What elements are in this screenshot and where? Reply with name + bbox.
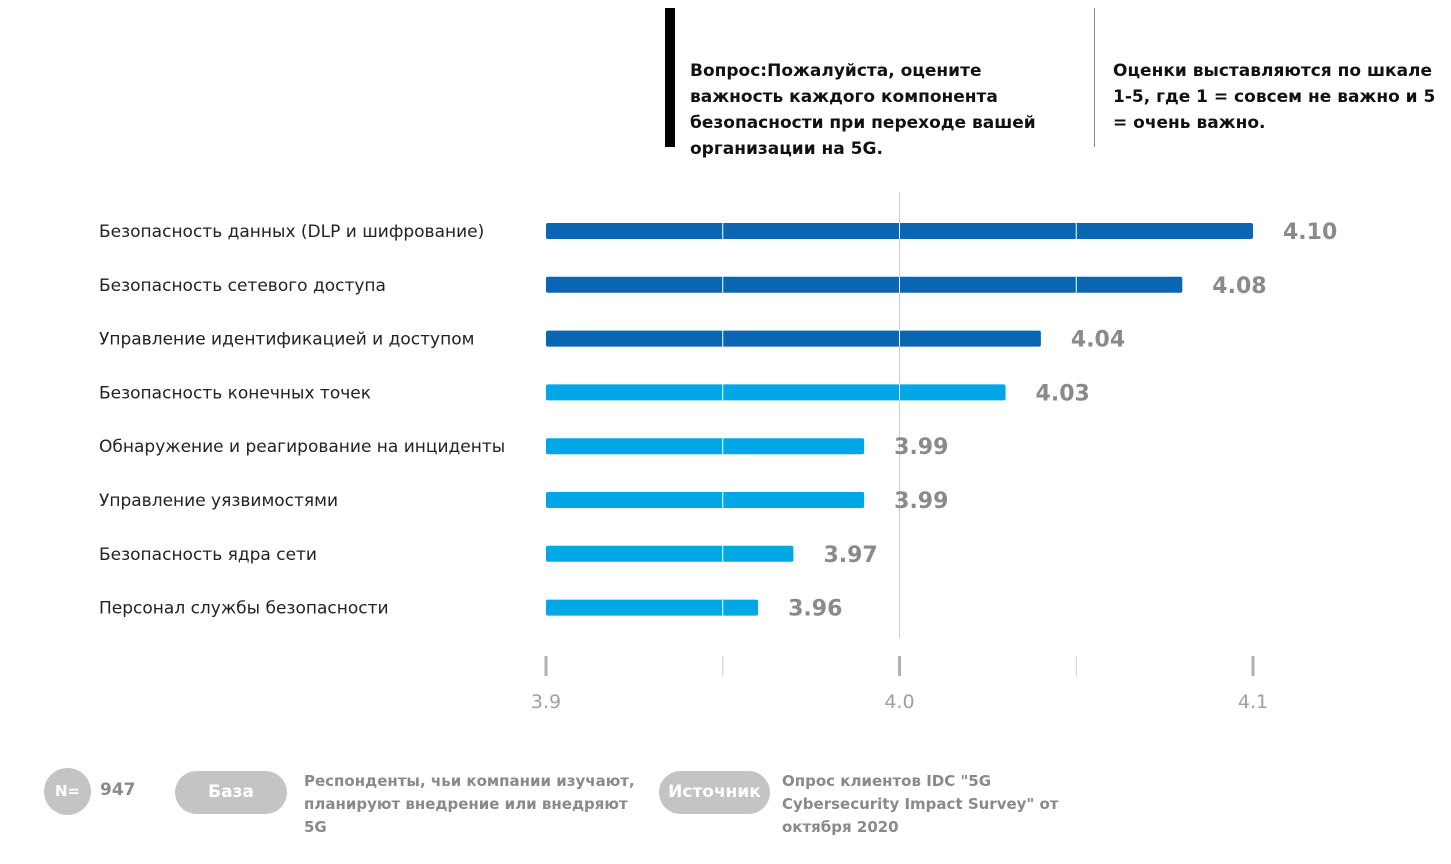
n-badge: N= bbox=[44, 768, 91, 815]
category-label: Персонал службы безопасности bbox=[99, 599, 389, 619]
category-label: Безопасность конечных точек bbox=[99, 383, 371, 403]
base-text: Респонденты, чьи компании изучают, плани… bbox=[304, 772, 635, 836]
value-label: 4.10 bbox=[1283, 220, 1337, 245]
category-label: Безопасность сетевого доступа bbox=[99, 276, 386, 296]
header-accent-bar bbox=[665, 8, 675, 147]
category-label: Управление уязвимостями bbox=[99, 491, 338, 511]
value-label: 3.96 bbox=[788, 597, 842, 622]
bar bbox=[546, 438, 865, 455]
category-label: Обнаружение и реагирование на инциденты bbox=[99, 437, 505, 457]
category-label: Управление идентификацией и доступом bbox=[99, 330, 474, 350]
tick-label: 3.9 bbox=[531, 691, 561, 713]
value-label: 3.97 bbox=[823, 543, 877, 568]
value-label: 3.99 bbox=[894, 489, 948, 514]
source-badge: Источник bbox=[659, 771, 770, 814]
bar bbox=[546, 330, 1041, 347]
value-label: 4.04 bbox=[1071, 328, 1125, 353]
base-badge: База bbox=[175, 771, 287, 814]
bar bbox=[546, 545, 794, 562]
scale-note: Оценки выставляются по шкале 1-5, где 1 … bbox=[1113, 61, 1436, 133]
bar-chart: Безопасность данных (DLP и шифрование) 4.… bbox=[99, 192, 1337, 713]
category-label: Безопасность ядра сети bbox=[99, 545, 317, 565]
tick-label: 4.0 bbox=[884, 691, 914, 713]
value-label: 3.99 bbox=[894, 435, 948, 460]
n-value: 947 bbox=[100, 780, 136, 800]
category-label: Безопасность данных (DLP и шифрование) bbox=[99, 222, 484, 242]
source-text: Опрос клиентов IDC "5G Cybersecurity Imp… bbox=[782, 772, 1059, 836]
bar bbox=[546, 384, 1006, 401]
bar bbox=[546, 492, 865, 508]
value-label: 4.08 bbox=[1212, 274, 1266, 299]
question-text: Вопрос:Пожалуйста, оцените важность кажд… bbox=[690, 61, 1036, 159]
tick-label: 4.1 bbox=[1238, 691, 1268, 713]
bar bbox=[546, 599, 759, 616]
header-divider bbox=[1094, 8, 1095, 147]
value-label: 4.03 bbox=[1036, 381, 1090, 406]
bar bbox=[546, 276, 1183, 293]
